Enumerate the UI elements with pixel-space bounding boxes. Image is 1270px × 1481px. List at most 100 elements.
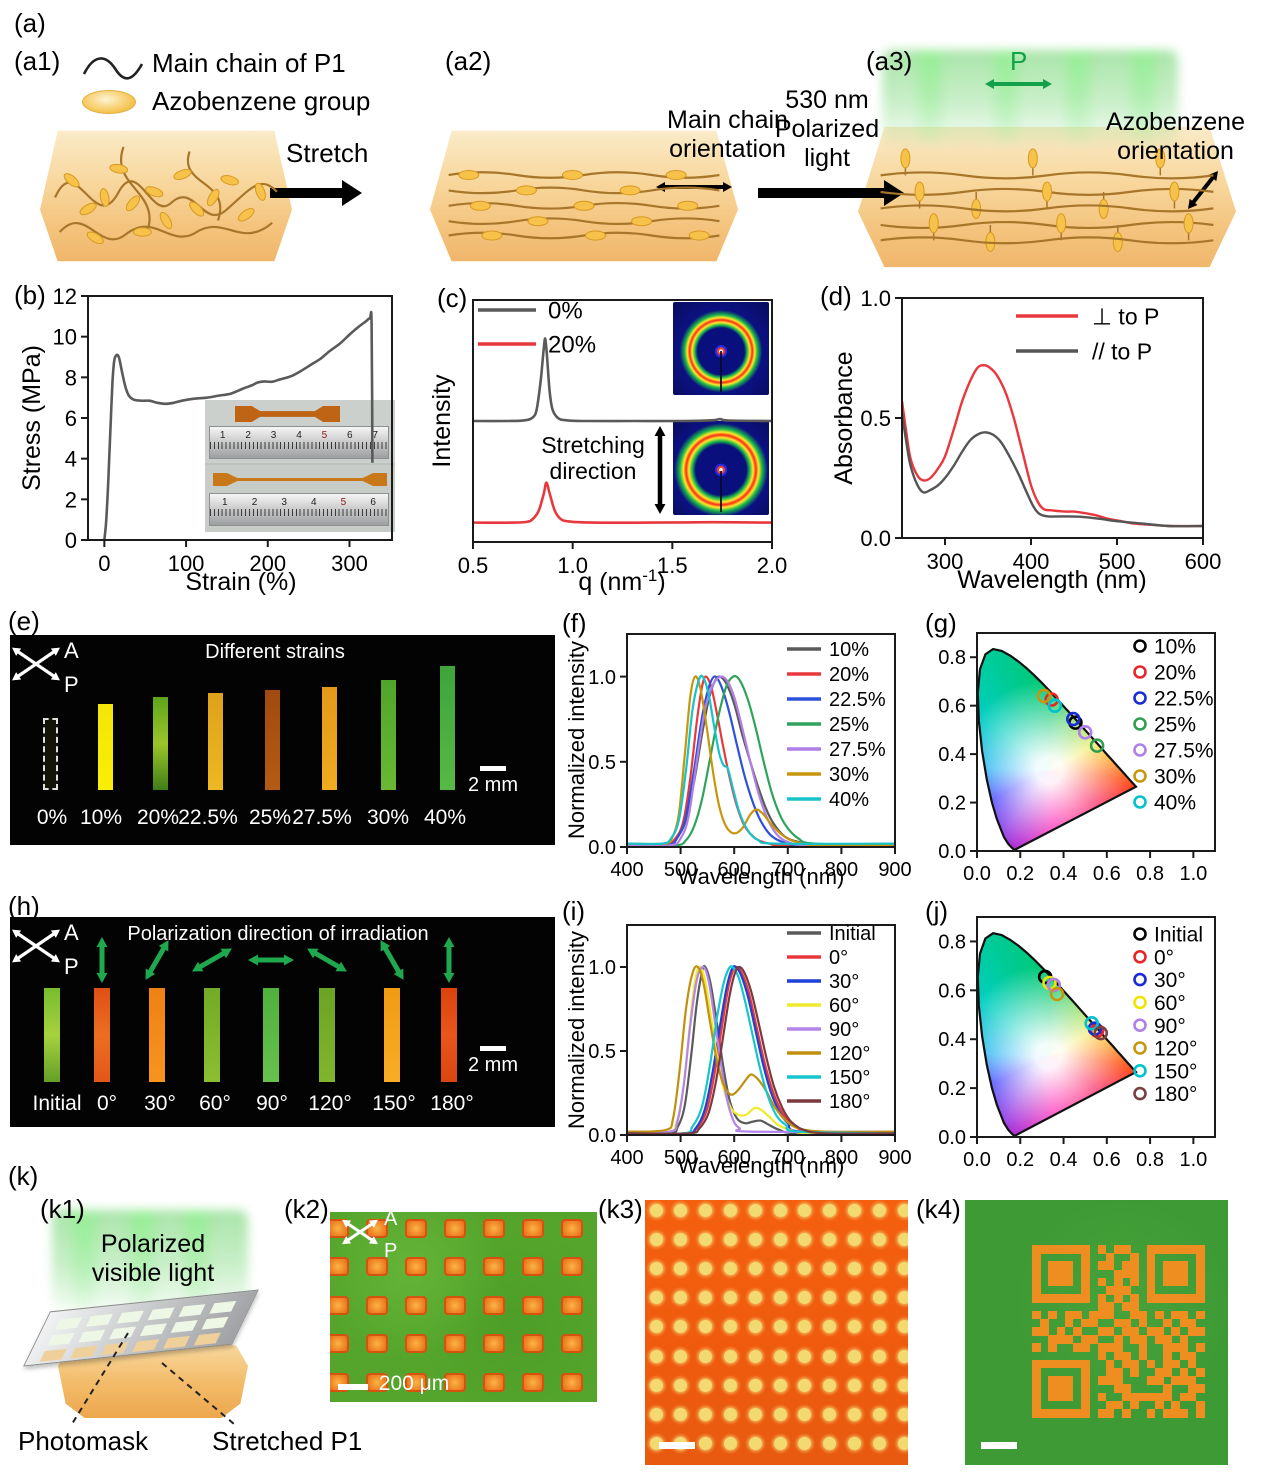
chart-text: 20%: [1154, 662, 1196, 685]
pattern-dot: [699, 1203, 713, 1217]
chart-text: 40%: [1154, 792, 1196, 815]
pattern-dot: [773, 1261, 787, 1275]
pattern-square: [483, 1372, 505, 1392]
angle-strip-30°: [149, 988, 165, 1082]
pattern-dot: [897, 1349, 908, 1363]
qr-module: [1155, 1400, 1164, 1410]
pattern-square: [366, 1295, 388, 1315]
chart-text: 0.8: [1136, 1149, 1164, 1171]
strain-strip-20%: [152, 697, 168, 790]
waxs-pattern-20pct: [673, 421, 769, 515]
qr-module: [1114, 1286, 1123, 1295]
stretched-p1-label: Stretched P1: [212, 1426, 363, 1456]
qr-module: [1040, 1409, 1049, 1418]
chart-text: 0.6: [1093, 1149, 1121, 1171]
angle-strip-label: 120°: [308, 1092, 352, 1115]
qr-module: [1146, 1409, 1156, 1418]
qr-module: [1179, 1261, 1189, 1270]
azobenzene-orientation-label: Azobenzene orientation: [1105, 108, 1245, 165]
pattern-dot: [847, 1320, 861, 1334]
qr-module: [1048, 1409, 1057, 1418]
qr-module: [1187, 1351, 1197, 1361]
qr-module: [1146, 1392, 1156, 1402]
qr-module: [1073, 1409, 1082, 1418]
polarization-photo-panel: Polarization direction of irradiation A …: [10, 917, 555, 1127]
qr-module: [1163, 1277, 1172, 1287]
chart-text: 0.5: [860, 406, 891, 431]
scale-bar: [659, 1442, 695, 1449]
chart-d: 300 400 500 600 0.0 0.5 1.0 Absorbance Wavelengt…: [830, 286, 1221, 594]
qr-module: [1064, 1261, 1074, 1270]
qr-module: [1105, 1343, 1115, 1352]
qr-module: [1056, 1335, 1066, 1344]
pattern-dot: [897, 1203, 908, 1217]
pattern-dot: [897, 1261, 908, 1275]
qr-module: [1097, 1392, 1107, 1402]
qr-module: [1146, 1277, 1156, 1287]
pattern-dot: [674, 1320, 688, 1334]
qr-module: [1196, 1253, 1205, 1262]
qr-module: [1179, 1294, 1189, 1303]
qr-module: [1171, 1269, 1180, 1279]
chart-text: 0.5: [588, 752, 616, 774]
qr-module: [1179, 1318, 1189, 1328]
pattern-square: [330, 1257, 349, 1276]
chart-text: 2.0: [757, 553, 788, 578]
pattern-square: [444, 1257, 466, 1276]
micrograph-dot-array: [645, 1200, 908, 1465]
pattern-square: [405, 1218, 427, 1238]
qr-module: [1187, 1294, 1197, 1303]
qr-module: [1130, 1400, 1139, 1410]
qr-module: [1081, 1253, 1090, 1262]
qr-module: [1155, 1294, 1164, 1303]
photomask-hole: [209, 1300, 237, 1314]
qr-module: [1196, 1261, 1205, 1270]
pattern-dot: [872, 1407, 886, 1421]
qr-module: [1122, 1327, 1131, 1336]
pattern-dot: [847, 1349, 861, 1363]
chart-text: 0.2: [938, 1078, 966, 1100]
chart-text: 600: [1185, 549, 1222, 574]
polygon-shape: [342, 180, 362, 206]
circle-shape: [1133, 743, 1147, 757]
chart-text: 500: [664, 859, 697, 881]
circle-shape: [1133, 972, 1147, 987]
qr-module: [1163, 1359, 1172, 1369]
chart-text: 0.6: [938, 696, 966, 718]
chart-text: 0%: [548, 298, 583, 325]
angle-strip-label: 30°: [144, 1092, 176, 1115]
qr-module: [1105, 1368, 1115, 1377]
qr-module: [1048, 1392, 1057, 1402]
pattern-dot: [773, 1203, 787, 1217]
qr-module: [1163, 1368, 1172, 1377]
qr-module: [1146, 1376, 1156, 1385]
qr-module: [1179, 1310, 1189, 1320]
qr-module: [1105, 1310, 1115, 1320]
qr-module: [1105, 1286, 1115, 1295]
polarized-visible-light-label: Polarized visible light: [91, 1230, 215, 1287]
pattern-square: [483, 1295, 505, 1315]
qr-module: [1171, 1277, 1180, 1287]
pattern-square: [561, 1295, 583, 1315]
qr-module: [1073, 1327, 1082, 1336]
chart-text: 0.4: [938, 744, 966, 766]
pattern-dot: [723, 1203, 737, 1217]
ruler-number: 3: [270, 430, 277, 441]
strain-strip-22.5%: [207, 693, 223, 790]
polarized-light-label: 530 nm Polarized light: [774, 86, 880, 172]
strain-strip-label: 20%: [136, 806, 180, 829]
qr-module: [1114, 1343, 1123, 1352]
photomask-hole: [109, 1326, 137, 1340]
chart-text: 0.8: [938, 647, 966, 669]
qr-module: [1032, 1269, 1041, 1279]
chart-text: Strain (%): [185, 568, 296, 596]
qr-module: [1097, 1376, 1107, 1385]
chart-text: 27.5%: [829, 739, 886, 761]
pattern-dot: [823, 1232, 837, 1246]
axes-frame: [626, 633, 896, 848]
panel-label-k3: (k3): [598, 1194, 643, 1224]
strain-strip-30%: [380, 680, 396, 790]
panel-label-a2: (a2): [445, 46, 492, 76]
sample-photo-inset: 1 2 3 4 5 6 7 1 2 3 4 5 6: [205, 400, 395, 532]
qr-module: [1196, 1294, 1205, 1303]
